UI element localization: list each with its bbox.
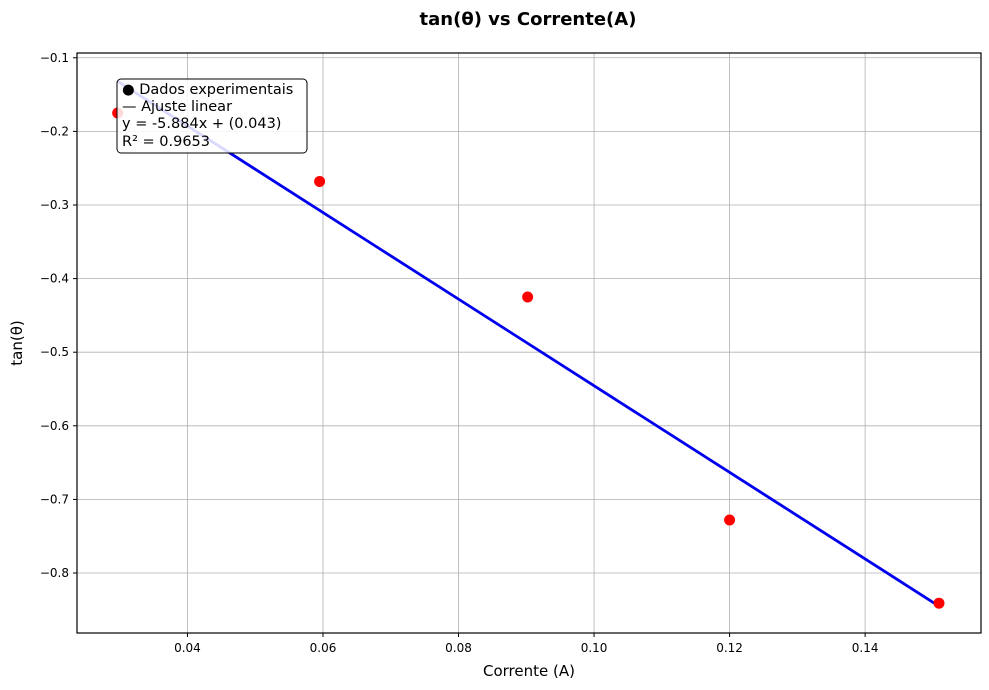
x-tick-label: 0.04 [174,641,201,655]
legend: ● Dados experimentais — Ajuste linear y … [116,78,308,154]
y-tick-label: −0.8 [40,566,69,580]
y-tick-label: −0.2 [40,124,69,138]
x-tick-label: 0.06 [310,641,337,655]
x-tick-label: 0.10 [581,641,608,655]
y-tick-label: −0.5 [40,345,69,359]
legend-equation: y = -5.884x + (0.043) [122,116,281,132]
x-axis: 0.04 0.06 0.08 0.10 0.12 0.14 [174,633,878,655]
y-tick-label: −0.6 [40,419,69,433]
x-tick-label: 0.08 [445,641,472,655]
data-point [314,175,326,187]
x-tick-label: 0.12 [716,641,743,655]
chart-title: tan(θ) vs Corrente(A) [420,9,637,30]
data-point [522,291,534,303]
legend-r-squared: R² = 0.9653 [122,134,210,150]
y-tick-label: −0.4 [40,272,69,286]
y-tick-label: −0.7 [40,492,69,506]
fit-line [116,80,940,608]
data-point [724,514,736,526]
y-tick-label: −0.1 [40,51,69,65]
legend-entry-data: ● Dados experimentais [122,82,293,98]
data-points [112,107,945,609]
data-point [933,597,945,609]
y-axis: −0.1 −0.2 −0.3 −0.4 −0.5 −0.6 −0.7 −0.8 [40,51,77,580]
x-axis-label: Corrente (A) [483,662,575,680]
plot-frame [76,52,982,634]
y-tick-label: −0.3 [40,198,69,212]
y-axis-label: tan(θ) [8,320,26,365]
fit-line-group [116,80,940,608]
grid [77,53,981,633]
legend-entry-fit: — Ajuste linear [122,99,232,115]
x-tick-label: 0.14 [852,641,879,655]
legend-box [116,78,308,154]
